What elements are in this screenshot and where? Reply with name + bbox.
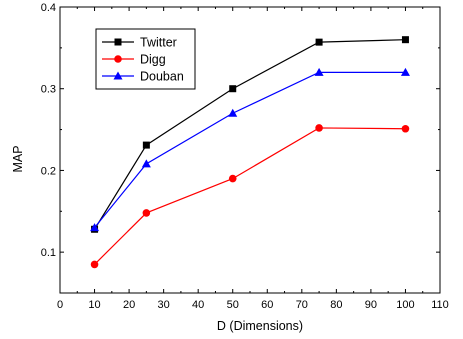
legend-label-douban: Douban <box>140 70 184 84</box>
y-tick-label: 0.4 <box>41 2 56 14</box>
x-tick-label: 90 <box>365 299 377 311</box>
data-point-twitter <box>316 39 323 46</box>
x-tick-label: 100 <box>396 299 414 311</box>
series-douban <box>90 68 410 231</box>
y-tick-label: 0.1 <box>41 247 56 259</box>
data-point-twitter <box>402 36 409 43</box>
x-tick-label: 40 <box>192 299 204 311</box>
series-digg <box>91 124 410 268</box>
data-point-douban <box>142 159 151 167</box>
y-axis-label: MAP <box>11 145 25 172</box>
x-tick-label: 80 <box>330 299 342 311</box>
x-tick-label: 110 <box>431 299 449 311</box>
data-point-digg <box>402 125 410 133</box>
x-tick-label: 50 <box>227 299 239 311</box>
data-point-digg <box>91 261 99 269</box>
legend-marker-digg <box>114 55 122 63</box>
data-point-twitter <box>143 142 150 149</box>
legend: Twitter Digg Douban <box>96 29 195 89</box>
x-tick-label: 20 <box>123 299 135 311</box>
legend-label-digg: Digg <box>140 53 166 67</box>
series-line-douban <box>95 72 406 227</box>
x-tick-label: 0 <box>57 299 63 311</box>
x-tick-label: 70 <box>296 299 308 311</box>
data-point-twitter <box>229 85 236 92</box>
x-tick-label: 30 <box>158 299 170 311</box>
y-tick-label: 0.2 <box>41 165 56 177</box>
data-point-digg <box>143 209 151 217</box>
data-point-douban <box>228 109 237 117</box>
legend-label-twitter: Twitter <box>140 36 177 50</box>
data-point-digg <box>315 124 323 132</box>
data-point-digg <box>229 175 237 183</box>
x-tick-label: 10 <box>88 299 100 311</box>
y-tick-label: 0.3 <box>41 84 56 96</box>
legend-marker-twitter <box>115 39 122 46</box>
series-line-digg <box>95 128 406 264</box>
x-axis-label: D (Dimensions) <box>217 319 303 333</box>
x-tick-label: 60 <box>261 299 273 311</box>
